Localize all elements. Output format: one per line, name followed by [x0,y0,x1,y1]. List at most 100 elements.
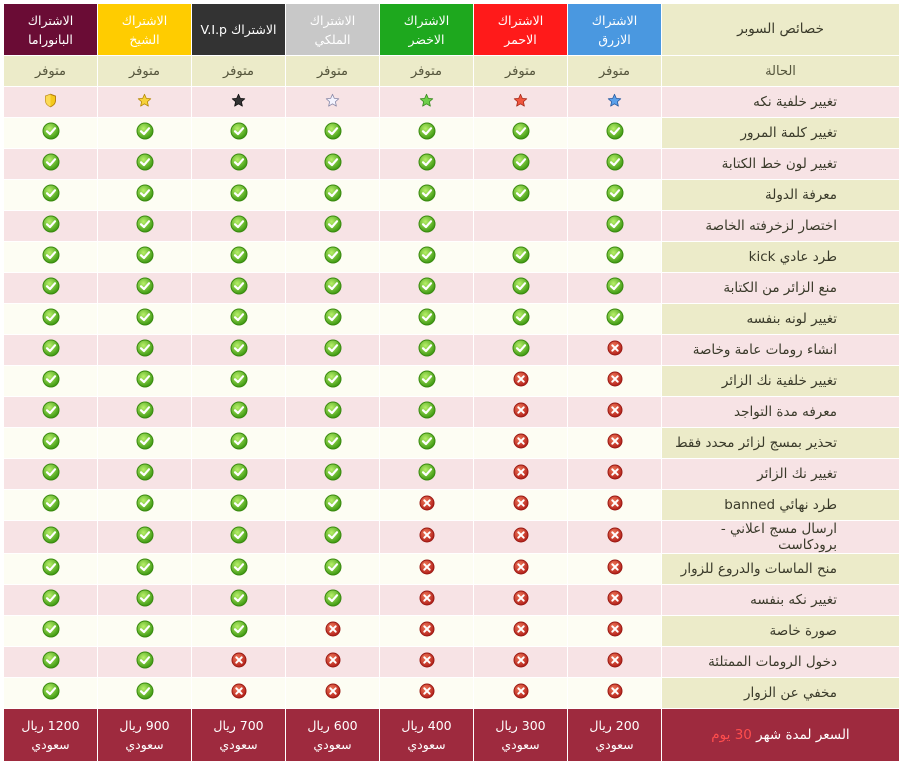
cross-icon [231,683,247,703]
white-star-icon [325,93,340,112]
check-icon [136,370,154,392]
feature-cell [473,646,568,678]
feature-label: اختصار لزخرفته الخاصة [661,210,900,242]
gold-shield-icon [44,93,57,112]
feature-cell [3,179,98,211]
status-row: متوفر متوفر متوفر متوفر متوفر متوفر متوفر الحال… [3,55,900,87]
price-currency: سعودي [501,737,540,752]
feature-cell [285,365,380,397]
cross-icon [419,621,435,641]
check-icon [606,246,624,268]
price-amount: 1200 ريال [21,718,80,733]
feature-cell [285,615,380,647]
feature-cell [567,615,662,647]
status-cell: متوفر [97,55,192,87]
price-row: 1200 ريال سعودي 900 ريال سعودي 700 ريال سعودي… [3,708,900,762]
check-icon [230,432,248,454]
feature-row: منح الماسات والدروع للزوار [3,553,900,585]
cross-icon [513,559,529,579]
cross-icon [513,683,529,703]
feature-cell [379,396,474,428]
plan-name-line1: الاشتراك [591,12,638,28]
gold-star-icon [137,93,152,112]
feature-cell [97,520,192,554]
feature-cell [3,553,98,585]
feature-row: انشاء رومات عامة وخاصة [3,334,900,366]
feature-cell [285,241,380,273]
cross-icon [231,652,247,672]
feature-cell [473,396,568,428]
feature-cell [379,520,474,554]
check-icon [324,215,342,237]
feature-cell [285,272,380,304]
feature-cell [191,646,286,678]
feature-cell [567,458,662,490]
plan-name-line2: الاخضر [408,31,445,47]
feature-cell [3,334,98,366]
check-icon [418,339,436,361]
plan-name-line2: الشيخ [129,31,160,47]
cross-icon [419,527,435,547]
feature-cell [3,615,98,647]
check-icon [42,494,60,516]
feature-cell [285,646,380,678]
feature-cell [285,334,380,366]
feature-cell [379,646,474,678]
check-icon [136,184,154,206]
price-currency: سعودي [407,737,446,752]
cross-icon [513,495,529,515]
feature-cell [285,584,380,616]
feature-cell [191,86,286,118]
feature-cell [97,334,192,366]
feature-cell [191,615,286,647]
feature-cell [379,489,474,521]
check-icon [136,589,154,611]
status-cell: متوفر [3,55,98,87]
status-label: الحالة [661,55,900,87]
feature-cell [567,241,662,273]
feature-label: منح الماسات والدروع للزوار [661,553,900,585]
feature-cell [191,520,286,554]
feature-cell [3,489,98,521]
check-icon [136,401,154,423]
check-icon [512,339,530,361]
cross-icon [607,621,623,641]
feature-cell [3,117,98,149]
check-icon [324,277,342,299]
feature-cell [191,334,286,366]
price-currency: سعودي [31,737,70,752]
green-star-icon [419,93,434,112]
feature-row: معرفة الدولة [3,179,900,211]
plan-header-panorama: الاشتراك البانوراما [3,3,98,56]
check-icon [324,246,342,268]
feature-row: تغيير خلفية نكه [3,86,900,118]
feature-cell [285,210,380,242]
check-icon [606,215,624,237]
feature-cell [379,677,474,709]
price-amount: 900 ريال [119,718,170,733]
cross-icon [419,590,435,610]
feature-cell [473,303,568,335]
feature-cell [379,86,474,118]
check-icon [42,432,60,454]
check-icon [512,184,530,206]
header-row: الاشتراك البانوراما الاشتراك الشيخ الاشتراك … [3,3,900,56]
feature-cell [3,210,98,242]
price-amount: 200 ريال [589,718,640,733]
feature-cell [379,210,474,242]
check-icon [230,184,248,206]
check-icon [324,122,342,144]
cross-icon [513,621,529,641]
plan-name-line1: الاشتراك [497,12,544,28]
feature-cell [3,646,98,678]
feature-cell [473,148,568,180]
price-amount: 400 ريال [401,718,452,733]
price-label-duration: 30 يوم [711,726,752,743]
feature-cell [191,553,286,585]
check-icon [42,651,60,673]
check-icon [230,277,248,299]
plan-name-line2: الاحمر [504,31,537,47]
check-icon [324,401,342,423]
check-icon [606,122,624,144]
